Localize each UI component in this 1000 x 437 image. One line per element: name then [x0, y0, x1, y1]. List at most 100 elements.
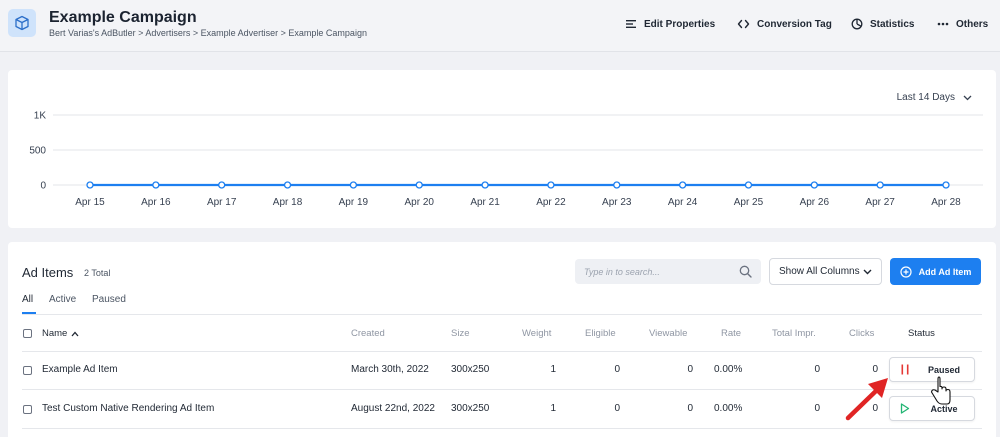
x-tick-label: Apr 25 [734, 197, 764, 208]
total-impr-value: 0 [814, 364, 820, 375]
column-header-created[interactable]: Created [351, 328, 385, 339]
others-label: Others [956, 18, 989, 30]
section-title: Ad Items [22, 265, 74, 280]
column-header-size[interactable]: Size [451, 328, 470, 339]
breadcrumb[interactable]: Bert Varias's AdButler > Advertisers > E… [49, 28, 367, 38]
row-divider [22, 428, 982, 429]
viewable-value: 0 [687, 364, 693, 375]
statistics-button[interactable]: Statistics [851, 17, 914, 31]
weight-value: 1 [550, 403, 556, 414]
y-tick-label: 1K [34, 111, 47, 122]
status-toggle-button[interactable]: Active [889, 396, 975, 421]
others-button[interactable]: Others [937, 17, 988, 31]
tab-paused[interactable]: Paused [92, 294, 126, 305]
data-point [415, 181, 423, 189]
data-point [942, 181, 950, 189]
campaign-cube-icon [8, 9, 36, 37]
ad-item-name-link[interactable]: Example Ad Item [42, 364, 118, 375]
conversion-tag-label: Conversion Tag [757, 18, 832, 30]
x-tick-label: Apr 15 [75, 197, 105, 208]
search-box [575, 259, 761, 284]
status-label: Paused [927, 364, 960, 375]
edit-properties-button[interactable]: Edit Properties [625, 17, 715, 31]
chevron-down-icon [963, 95, 972, 100]
column-header-rate[interactable]: Rate [721, 328, 742, 339]
code-icon [737, 19, 750, 29]
column-header-viewable[interactable]: Viewable [649, 328, 688, 339]
data-point [547, 181, 555, 189]
weight-value: 1 [550, 364, 556, 375]
pause-icon [890, 364, 920, 375]
impressions-line-chart: 0 500 1K Apr 15 Apr 16 Apr 17 Apr 18 Apr 19 Apr … [29, 111, 983, 208]
y-tick-label: 0 [40, 181, 46, 192]
x-tick-label: Apr 18 [273, 197, 303, 208]
row-checkbox[interactable] [23, 366, 32, 375]
ad-items-card: Ad Items 2 Total Show All Columns Add Ad… [8, 242, 996, 437]
eligible-value: 0 [614, 403, 620, 414]
data-point [613, 181, 621, 189]
data-point [744, 181, 753, 189]
ad-size: 300x250 [451, 364, 490, 375]
eligible-value: 0 [614, 364, 620, 375]
x-tick-label: Apr 16 [141, 197, 171, 208]
date-range-label: Last 14 Days [896, 92, 955, 103]
show-columns-label: Show All Columns [779, 266, 860, 277]
data-point [481, 181, 489, 189]
conversion-tag-button[interactable]: Conversion Tag [737, 17, 832, 31]
created-date: March 30th, 2022 [351, 364, 429, 375]
x-tick-label: Apr 19 [339, 197, 369, 208]
data-point [876, 181, 884, 189]
play-icon [890, 403, 920, 414]
pie-chart-icon [851, 18, 863, 30]
x-tick-label: Apr 28 [931, 197, 961, 208]
x-tick-label: Apr 21 [470, 197, 500, 208]
ad-size: 300x250 [451, 403, 490, 414]
created-date: August 22nd, 2022 [351, 403, 435, 414]
total-impr-value: 0 [814, 403, 820, 414]
viewable-value: 0 [687, 403, 693, 414]
sort-up-icon [71, 331, 79, 336]
search-input[interactable] [584, 259, 734, 284]
plus-circle-icon [900, 265, 912, 278]
header-divider [22, 351, 982, 352]
edit-properties-label: Edit Properties [644, 18, 716, 30]
active-tab-indicator [22, 312, 36, 314]
statistics-label: Statistics [870, 18, 915, 30]
x-tick-label: Apr 23 [602, 197, 632, 208]
tab-active[interactable]: Active [49, 294, 77, 305]
add-ad-item-button[interactable]: Add Ad Item [890, 258, 981, 285]
column-header-weight[interactable]: Weight [522, 328, 552, 339]
data-point [86, 181, 94, 189]
tab-all[interactable]: All [22, 294, 34, 305]
date-range-select[interactable]: Last 14 Days [897, 92, 972, 103]
data-point [810, 181, 818, 189]
show-columns-select[interactable]: Show All Columns [769, 258, 882, 285]
chevron-down-icon [863, 269, 872, 274]
column-header-eligible[interactable]: Eligible [585, 328, 616, 339]
tabs-divider [22, 314, 982, 315]
clicks-value: 0 [872, 364, 878, 375]
ad-item-name-link[interactable]: Test Custom Native Rendering Ad Item [42, 403, 215, 414]
x-tick-label: Apr 20 [404, 197, 434, 208]
data-point [152, 181, 160, 189]
column-header-clicks[interactable]: Clicks [849, 328, 875, 339]
chart-card: Last 14 Days 0 500 1K Apr 15 Apr 16 Apr 17 Apr… [8, 70, 996, 228]
x-tick-label: Apr 24 [668, 197, 698, 208]
column-header-total-impr[interactable]: Total Impr. [772, 328, 816, 339]
row-checkbox[interactable] [23, 405, 32, 414]
row-divider [22, 389, 982, 390]
data-point [349, 181, 358, 189]
align-left-icon [626, 20, 636, 28]
search-icon [739, 265, 752, 278]
column-header-name[interactable]: Name [42, 328, 79, 339]
status-toggle-button[interactable]: Paused [889, 357, 975, 382]
page-title: Example Campaign [49, 9, 197, 26]
name-header-label: Name [42, 328, 68, 339]
select-all-checkbox[interactable] [23, 329, 32, 338]
column-header-status: Status [908, 328, 935, 339]
page-header: Example Campaign Bert Varias's AdButler … [0, 0, 1000, 52]
x-tick-label: Apr 22 [536, 197, 566, 208]
x-tick-label: Apr 27 [865, 197, 895, 208]
x-tick-label: Apr 26 [800, 197, 830, 208]
status-label: Active [930, 403, 958, 414]
